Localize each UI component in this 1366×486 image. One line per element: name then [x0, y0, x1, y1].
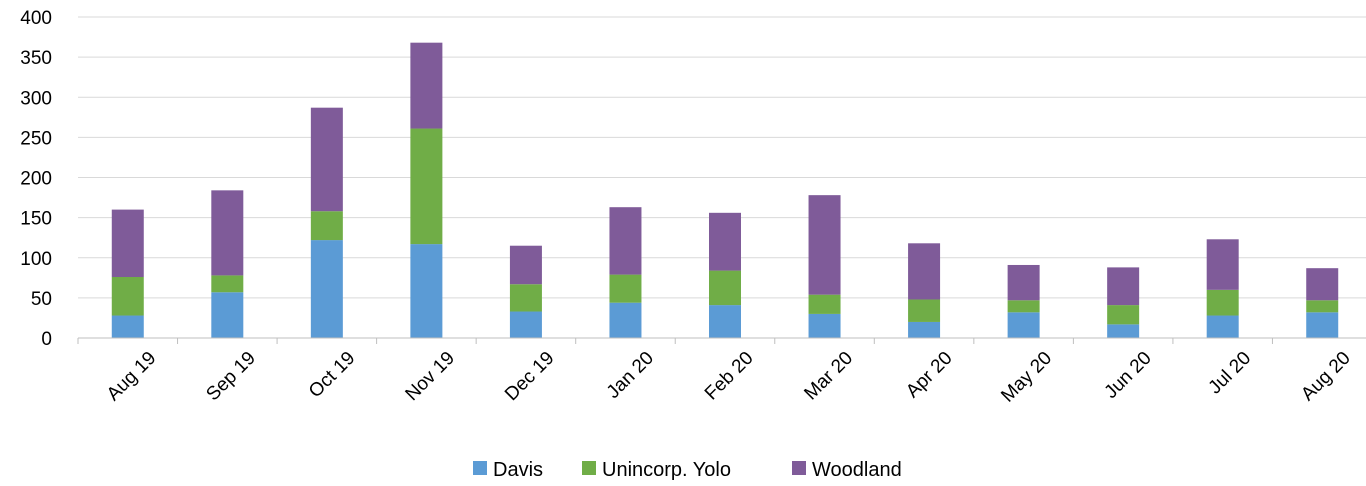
- legend: Davis Unincorp. Yolo Woodland: [473, 459, 902, 481]
- bar-segment: [1206, 315, 1239, 338]
- bar-segment: [1306, 268, 1339, 301]
- legend-label: Woodland: [812, 459, 902, 481]
- bar-segment: [1007, 300, 1040, 313]
- bar-segment: [410, 128, 443, 245]
- bar-segment: [908, 321, 941, 338]
- bar-segment: [410, 244, 443, 338]
- bar-segment: [1306, 312, 1339, 338]
- x-tick-label: Jun 20: [1101, 348, 1156, 403]
- bar-segment: [310, 240, 343, 338]
- bar-segment: [609, 274, 642, 303]
- bar-segment: [509, 311, 542, 338]
- legend-swatch: [582, 461, 596, 475]
- bar-segment: [709, 270, 741, 306]
- x-axis: Aug 19 Sep 19 Oct 19 Nov 19 Dec 19 Jan 20 Feb …: [77, 337, 1366, 407]
- legend-label: Davis: [493, 459, 543, 481]
- x-tick-label: May 20: [997, 348, 1056, 407]
- bar-segment: [1206, 289, 1239, 316]
- y-tick-label: 350: [20, 48, 52, 69]
- x-tick-label: Apr 20: [902, 348, 956, 402]
- x-tick-label: Oct 19: [305, 348, 359, 402]
- bar-segment: [1107, 324, 1140, 338]
- x-tick-label: Mar 20: [800, 348, 857, 405]
- y-tick-label: 300: [20, 88, 52, 109]
- legend-item: Davis: [473, 459, 543, 481]
- y-tick-label: 400: [20, 8, 52, 29]
- bar-segment: [709, 305, 741, 338]
- legend-item: Unincorp. Yolo: [582, 459, 731, 481]
- bar-segment: [1107, 305, 1140, 325]
- x-tick-label: Nov 19: [402, 348, 459, 405]
- legend-swatch: [473, 461, 487, 475]
- bar-segment: [908, 299, 941, 322]
- bar-segment: [609, 207, 642, 275]
- bars: [111, 42, 1339, 338]
- y-tick-label: 0: [41, 329, 52, 350]
- bar-segment: [211, 292, 244, 338]
- bar-segment: [211, 275, 244, 293]
- bar-segment: [808, 195, 841, 295]
- bar-segment: [808, 294, 841, 314]
- y-tick-label: 200: [20, 169, 52, 190]
- bar-segment: [211, 190, 244, 276]
- x-tick-label: Dec 19: [501, 348, 558, 405]
- y-tick-label: 150: [20, 209, 52, 230]
- bar-segment: [1007, 312, 1040, 338]
- bar-segment: [1306, 300, 1339, 313]
- bar-segment: [1007, 264, 1040, 301]
- x-tick-label: Aug 19: [103, 348, 160, 405]
- bar-segment: [410, 42, 443, 129]
- bar-segment: [808, 313, 841, 338]
- x-tick-label: Sep 19: [202, 348, 259, 405]
- bar-segment: [111, 315, 144, 338]
- y-axis: 0 50 100 150 200 250 300 350 400: [20, 8, 52, 350]
- x-tick-label: Aug 20: [1297, 348, 1354, 405]
- x-tick-label: Jan 20: [603, 348, 658, 403]
- bar-segment: [1206, 239, 1239, 290]
- bar-segment: [310, 211, 343, 241]
- legend-swatch: [792, 461, 806, 475]
- bar-segment: [509, 284, 542, 312]
- bar-segment: [609, 302, 642, 338]
- bar-segment: [509, 245, 542, 285]
- legend-label: Unincorp. Yolo: [602, 459, 731, 481]
- bar-segment: [1107, 267, 1140, 306]
- legend-item: Woodland: [792, 459, 902, 481]
- bar-segment: [709, 212, 741, 271]
- bar-segment: [111, 209, 144, 278]
- y-tick-label: 100: [20, 249, 52, 270]
- y-tick-label: 250: [20, 128, 52, 149]
- x-tick-label: Feb 20: [701, 348, 758, 405]
- y-tick-label: 50: [31, 289, 52, 310]
- bar-segment: [908, 243, 941, 300]
- bar-segment: [111, 277, 144, 316]
- x-tick-label: Jul 20: [1205, 348, 1256, 399]
- bar-segment: [310, 107, 343, 212]
